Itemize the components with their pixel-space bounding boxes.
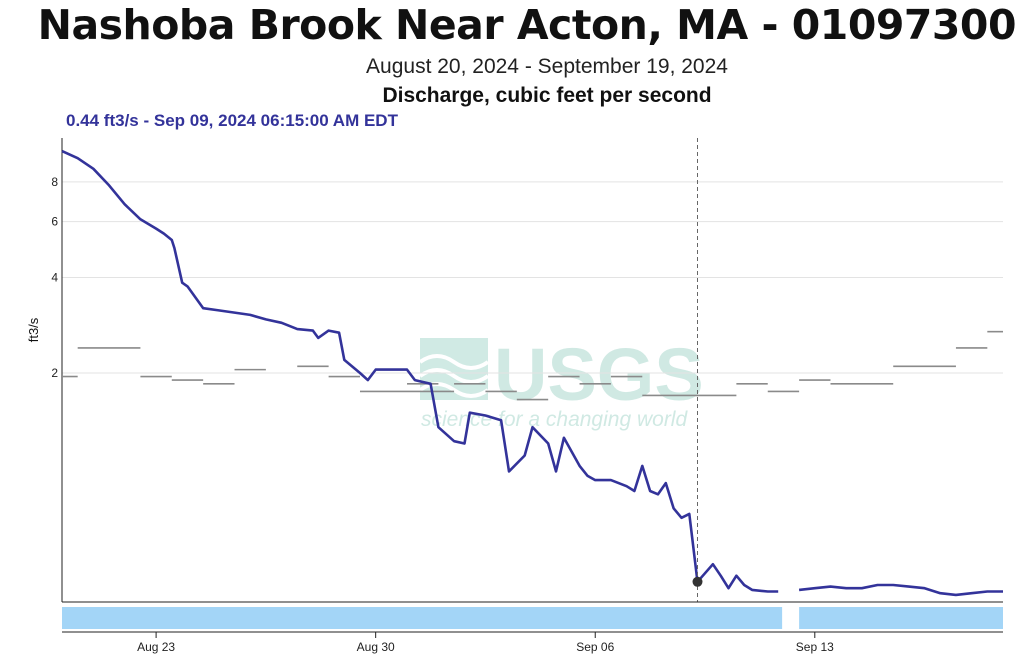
watermark-text: USGS bbox=[494, 333, 704, 416]
x-tick-label: Sep 13 bbox=[796, 640, 834, 654]
approval-bar bbox=[62, 607, 783, 629]
hover-point[interactable] bbox=[692, 576, 703, 587]
median-lines bbox=[62, 330, 1003, 401]
date-range-subtitle: August 20, 2024 - September 19, 2024 bbox=[366, 55, 728, 78]
discharge-series[interactable] bbox=[61, 149, 1003, 597]
series-line bbox=[798, 583, 1003, 597]
y-tick-label: 6 bbox=[51, 215, 58, 229]
series-line bbox=[61, 149, 779, 593]
y-tick-label: 8 bbox=[51, 175, 58, 189]
x-tick-label: Aug 23 bbox=[137, 640, 175, 654]
hover-readout: 0.44 ft3/s - Sep 09, 2024 06:15:00 AM ED… bbox=[66, 111, 398, 130]
x-tick-label: Aug 30 bbox=[357, 640, 395, 654]
page-title: Nashoba Brook Near Acton, MA - 01097300 bbox=[37, 1, 1017, 49]
y-tick-label: 4 bbox=[51, 270, 58, 284]
x-tick-label: Sep 06 bbox=[576, 640, 614, 654]
parameter-label: Discharge, cubic feet per second bbox=[382, 84, 712, 107]
x-axis: Aug 23 Aug 30 Sep 06 Sep 13 bbox=[62, 631, 1003, 654]
y-axis-title: ft3/s bbox=[26, 317, 41, 342]
y-axis: 2 4 6 8 bbox=[51, 138, 63, 602]
gridlines bbox=[62, 181, 1003, 374]
watermark-tagline: science for a changing world bbox=[421, 408, 688, 431]
approval-status-bar bbox=[62, 607, 1003, 629]
usgs-watermark: USGS science for a changing world bbox=[418, 333, 704, 431]
y-tick-label: 2 bbox=[51, 366, 58, 380]
approval-bar bbox=[799, 607, 1003, 629]
